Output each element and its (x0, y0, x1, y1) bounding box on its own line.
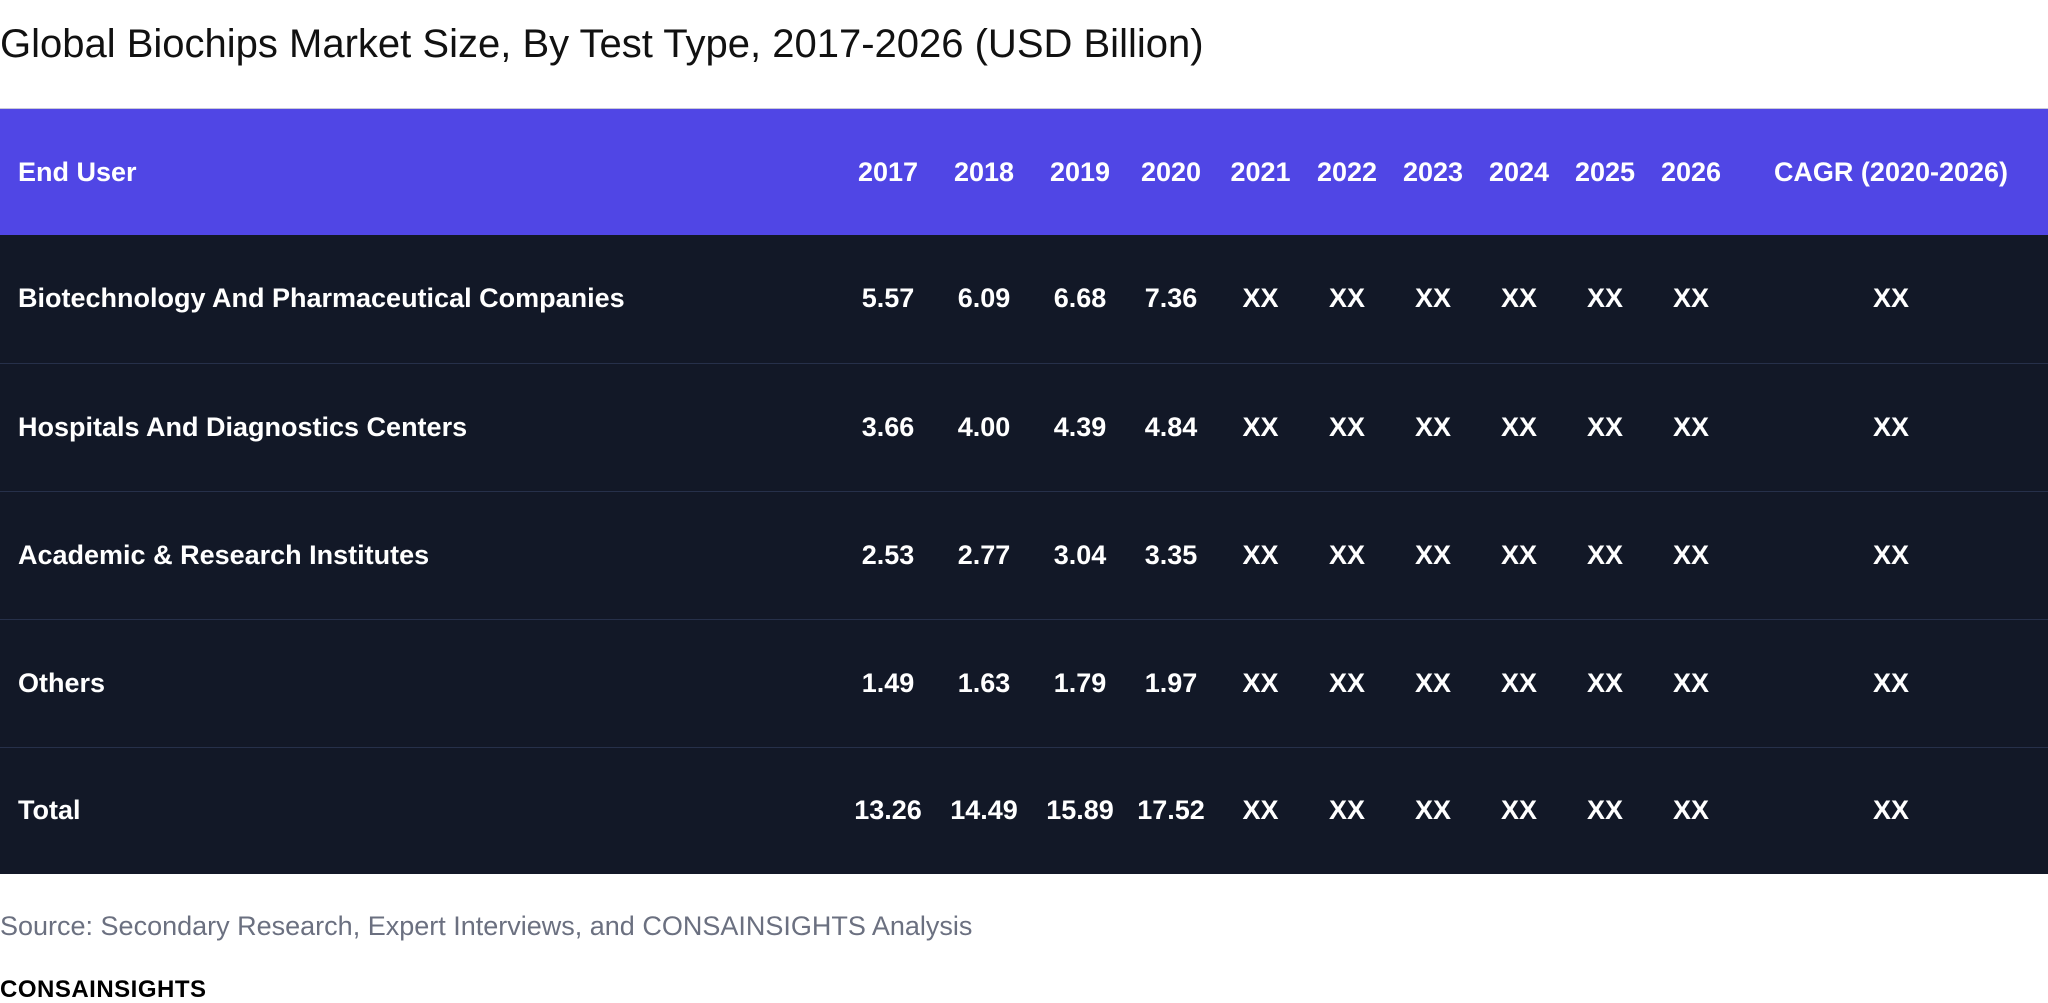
market-size-table: End User 2017 2018 2019 2020 2021 2022 2023 2024… (0, 108, 2048, 874)
column-header: 2019 (1049, 156, 1111, 187)
table-cell: XX (1586, 795, 1624, 826)
table-cell: XX (1500, 411, 1538, 442)
table-cell: XX (1586, 539, 1624, 570)
table-cell: 3.04 (1053, 539, 1107, 570)
table-cell: XX (1242, 795, 1279, 826)
table-cell: XX (1414, 411, 1452, 442)
row-label: Total (18, 795, 81, 826)
table-cell: XX (1414, 795, 1452, 826)
table-cell: 14.49 (950, 795, 1018, 826)
page-title: Global Biochips Market Size, By Test Typ… (0, 22, 1204, 66)
table-cell: XX (1328, 667, 1366, 698)
column-header: 2023 (1402, 156, 1464, 187)
source-note: Source: Secondary Research, Expert Inter… (0, 911, 973, 941)
table-cell: XX (1500, 539, 1538, 570)
table-cell: XX (1672, 411, 1710, 442)
table-cell: 5.57 (861, 283, 915, 314)
table-cell: XX (1872, 795, 1910, 826)
table-cell: 4.84 (1144, 411, 1198, 442)
table-cell: XX (1586, 667, 1624, 698)
row-label: Biotechnology And Pharmaceutical Compani… (18, 283, 625, 314)
row-label: Hospitals And Diagnostics Centers (18, 411, 468, 442)
table-cell: XX (1586, 283, 1624, 314)
table-cell: XX (1672, 667, 1710, 698)
column-header: CAGR (2020-2026) (1773, 156, 2009, 187)
column-header: End User (18, 156, 137, 187)
table-cell: 7.36 (1144, 283, 1198, 314)
table-cell: 3.35 (1144, 539, 1198, 570)
table-cell: XX (1500, 795, 1538, 826)
table-cell: XX (1328, 411, 1366, 442)
row-label: Academic & Research Institutes (18, 539, 430, 570)
table-cell: 4.00 (957, 411, 1011, 442)
table-cell: XX (1414, 539, 1452, 570)
table-cell: XX (1872, 283, 1910, 314)
column-header: 2021 (1230, 156, 1291, 187)
table-cell: XX (1672, 795, 1710, 826)
column-header: 2020 (1140, 156, 1202, 187)
table-cell: 1.97 (1144, 667, 1198, 698)
table-cell: XX (1872, 411, 1910, 442)
table-cell: 2.77 (957, 539, 1011, 570)
column-header: 2017 (857, 156, 919, 187)
column-header: 2022 (1316, 156, 1378, 187)
table-cell: XX (1328, 795, 1366, 826)
table-cell: XX (1672, 539, 1710, 570)
column-header: 2025 (1574, 156, 1636, 187)
column-header: 2024 (1488, 156, 1550, 187)
table-cell: 3.66 (861, 411, 915, 442)
table-cell: XX (1872, 539, 1910, 570)
table-cell: XX (1242, 411, 1279, 442)
table-row: Hospitals And Diagnostics Centers 3.66 4.0… (0, 363, 2048, 491)
table-cell: XX (1500, 283, 1538, 314)
table-cell: 1.79 (1053, 667, 1107, 698)
table-cell: XX (1414, 283, 1452, 314)
column-header: 2026 (1660, 156, 1722, 187)
table-cell: XX (1242, 667, 1279, 698)
brand-logo-text: CONSAINSIGHTS (0, 976, 207, 1003)
table-row: Total 13.26 14.49 15.89 17.52 XX XX XX XX XX XX XX (0, 747, 2048, 874)
table-cell: XX (1242, 539, 1279, 570)
row-label: Others (18, 667, 106, 698)
table-row: Others 1.49 1.63 1.79 1.97 XX XX XX XX XX XX XX (0, 619, 2048, 747)
table-cell: 6.09 (957, 283, 1011, 314)
table-row: Biotechnology And Pharmaceutical Compani… (0, 235, 2048, 363)
table-row: Academic & Research Institutes 2.53 2.77 3.… (0, 491, 2048, 619)
table-cell: 1.63 (957, 667, 1011, 698)
column-header: 2018 (953, 156, 1015, 187)
table-cell: XX (1672, 283, 1710, 314)
table-cell: XX (1500, 667, 1538, 698)
table-cell: 13.26 (854, 795, 922, 826)
table-cell: XX (1328, 539, 1366, 570)
table-cell: 17.52 (1137, 795, 1205, 826)
table-cell: 1.49 (861, 667, 915, 698)
table-cell: XX (1872, 667, 1910, 698)
table-cell: XX (1242, 283, 1279, 314)
table-header-row: End User 2017 2018 2019 2020 2021 2022 2023 2024… (0, 109, 2048, 235)
table-cell: XX (1414, 667, 1452, 698)
table-cell: XX (1586, 411, 1624, 442)
table-cell: 6.68 (1053, 283, 1107, 314)
table-cell: 2.53 (861, 539, 915, 570)
table-cell: XX (1328, 283, 1366, 314)
table-cell: 4.39 (1053, 411, 1107, 442)
table-cell: 15.89 (1046, 795, 1114, 826)
